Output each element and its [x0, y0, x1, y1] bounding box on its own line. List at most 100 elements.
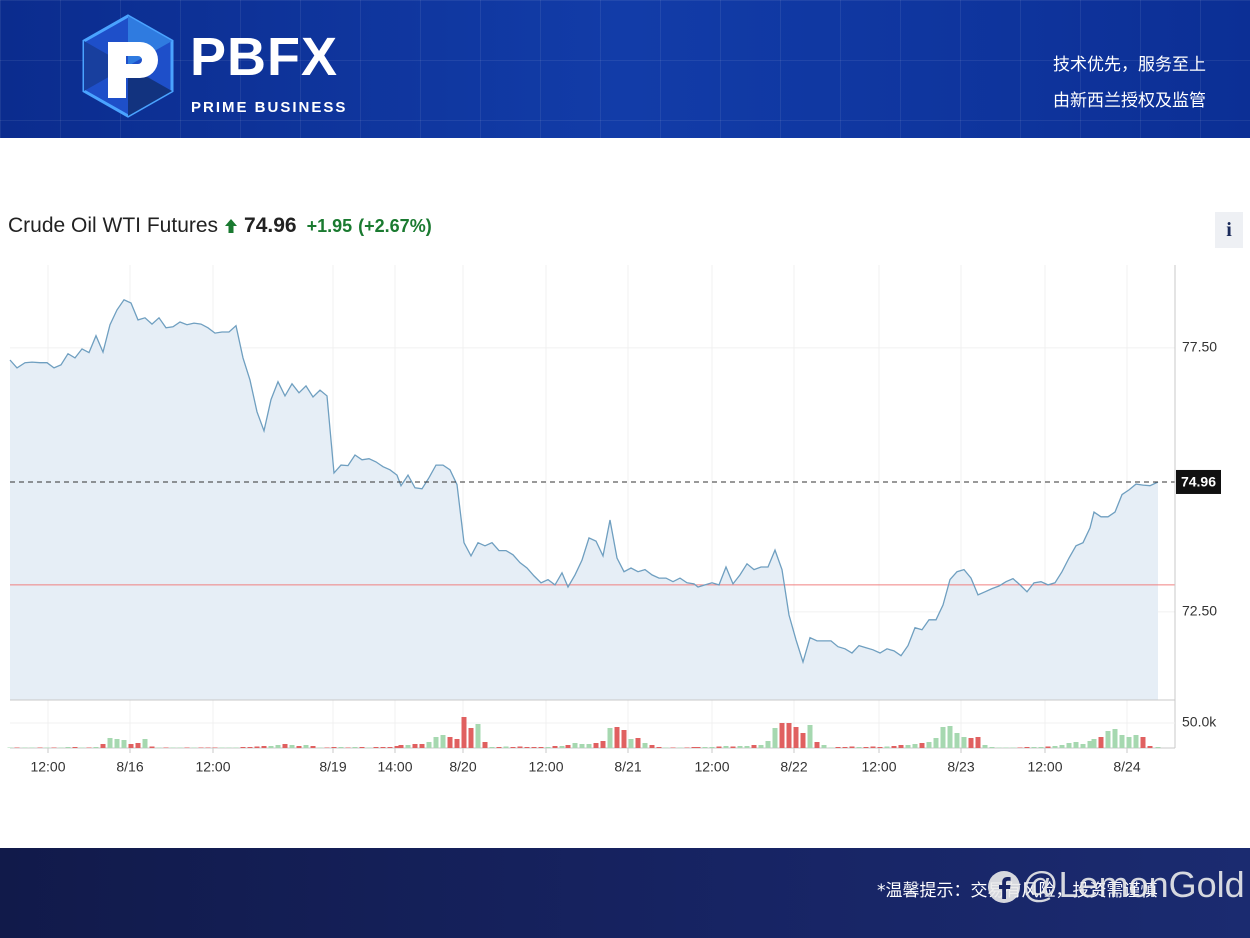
- volume-bar: [933, 738, 939, 748]
- y-tick-label: 77.50: [1182, 339, 1217, 355]
- volume-bar: [579, 744, 585, 748]
- x-tick-label: 8/19: [319, 759, 346, 775]
- volume-bar: [510, 747, 516, 748]
- volume-bar: [482, 742, 488, 748]
- volume-bar: [254, 746, 260, 748]
- volume-bar: [387, 747, 393, 748]
- x-tick-label: 12:00: [528, 759, 563, 775]
- volume-bar: [531, 747, 537, 748]
- volume-bar: [226, 747, 232, 748]
- x-tick-label: 12:00: [1027, 759, 1062, 775]
- volume-bar: [1140, 737, 1146, 748]
- x-tick-label: 12:00: [861, 759, 896, 775]
- volume-bar: [275, 745, 281, 748]
- volume-bar: [100, 744, 106, 748]
- volume-bar: [905, 745, 911, 748]
- x-tick-label: 8/21: [614, 759, 641, 775]
- volume-bar: [982, 745, 988, 748]
- volume-bar: [723, 746, 729, 748]
- volume-bar: [296, 746, 302, 748]
- volume-bar: [793, 727, 799, 748]
- header-pattern: [0, 0, 1250, 138]
- volume-bar: [863, 747, 869, 748]
- info-button[interactable]: i: [1215, 212, 1243, 248]
- last-price-badge: [1176, 469, 1221, 494]
- x-tick-label: 12:00: [30, 759, 65, 775]
- volume-bar: [170, 747, 176, 748]
- volume-bar: [814, 742, 820, 748]
- volume-bar: [163, 747, 169, 748]
- y-tick-label: 72.50: [1182, 603, 1217, 619]
- volume-bar: [338, 747, 344, 748]
- volume-bar: [1066, 743, 1072, 748]
- volume-bar: [1119, 735, 1125, 748]
- volume-bar: [310, 746, 316, 748]
- volume-bar: [22, 747, 28, 748]
- volume-bar: [503, 746, 509, 748]
- volume-bar: [359, 747, 365, 748]
- volume-bar: [419, 744, 425, 748]
- volume-bar: [149, 746, 155, 748]
- volume-bar: [14, 747, 20, 748]
- volume-bar: [303, 745, 309, 748]
- chart: 74.96 72.50 77.50 50.0k 12:00 8/16 12:00 8/19 14…: [7, 265, 1221, 775]
- volume-bar: [877, 747, 883, 748]
- volume-bar: [1147, 746, 1153, 748]
- volume-bar: [1038, 747, 1044, 748]
- x-tick-label: 8/22: [780, 759, 807, 775]
- x-tick-label: 12:00: [195, 759, 230, 775]
- volume-bar: [426, 742, 432, 748]
- volume-bar: [593, 743, 599, 748]
- volume-bar: [1126, 737, 1132, 748]
- volume-bar: [856, 747, 862, 748]
- volume-bar: [51, 747, 57, 748]
- volume-bar: [433, 737, 439, 748]
- volume-bar: [870, 746, 876, 748]
- x-tick-label: 8/24: [1113, 759, 1140, 775]
- footer: *温馨提示：交易有风险，投资需谨慎 @LemonGold: [0, 848, 1250, 938]
- volume-bar: [821, 745, 827, 748]
- volume-bar: [121, 740, 127, 748]
- volume-bar: [779, 723, 785, 748]
- volume-bar: [177, 747, 183, 748]
- logo-subtitle: PRIME BUSINESS: [191, 99, 348, 116]
- volume-bar: [412, 744, 418, 748]
- volume-bar: [1112, 729, 1118, 748]
- volume-bar: [898, 745, 904, 748]
- volume-bar: [128, 744, 134, 748]
- volume-bar: [1073, 742, 1079, 748]
- volume-bar: [614, 727, 620, 748]
- volume-bar: [1155, 747, 1161, 748]
- volume-bar: [198, 747, 204, 748]
- volume-bar: [677, 747, 683, 748]
- x-tick-label: 8/23: [947, 759, 974, 775]
- volume-bar: [786, 723, 792, 748]
- logo-icon: [82, 14, 174, 118]
- volume-bar: [184, 747, 190, 748]
- volume-bar: [107, 738, 113, 748]
- volume-bar: [545, 747, 551, 748]
- volume-bar: [86, 747, 92, 748]
- volume-bar: [440, 735, 446, 748]
- volume-bar: [842, 747, 848, 748]
- volume-bar: [142, 739, 148, 748]
- volume-bar: [79, 747, 85, 748]
- chart-title: Crude Oil WTI Futures: [8, 214, 219, 237]
- volume-bar: [524, 747, 530, 748]
- volume-bar: [744, 746, 750, 748]
- volume-bar: [716, 746, 722, 748]
- volume-bar: [1003, 747, 1009, 748]
- area-fill: [10, 299, 1158, 700]
- volume-bar: [600, 741, 606, 748]
- volume-bar: [628, 739, 634, 748]
- volume-bar: [642, 743, 648, 748]
- price-change: +1.95: [306, 215, 353, 236]
- volume-bar: [702, 747, 708, 748]
- volume-bar: [670, 747, 676, 748]
- volume-bar: [366, 747, 372, 748]
- volume-bar: [352, 747, 358, 748]
- volume-bar: [961, 737, 967, 748]
- volume-bar: [565, 745, 571, 748]
- volume-bar: [468, 728, 474, 748]
- title-row: Crude Oil WTI Futures 74.96 +1.95 (+2.67…: [8, 212, 432, 240]
